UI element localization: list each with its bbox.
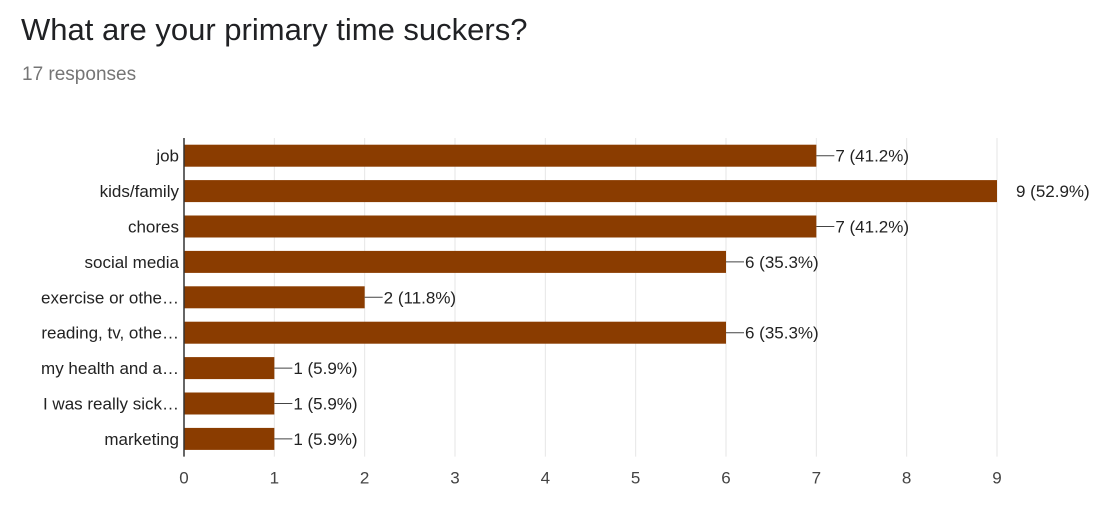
x-tick-label: 3	[450, 469, 459, 488]
data-label: 6 (35.3%)	[745, 324, 819, 343]
category-label: reading, tv, othe…	[41, 324, 179, 343]
x-tick-label: 2	[360, 469, 369, 488]
bar[interactable]	[184, 144, 817, 167]
category-label: exercise or othe…	[41, 288, 179, 307]
data-label: 2 (11.8%)	[384, 288, 456, 307]
category-label: social media	[85, 253, 180, 272]
bar[interactable]	[184, 321, 726, 344]
response-count: 17 responses	[22, 64, 137, 85]
bar[interactable]	[184, 180, 997, 203]
data-label: 6 (35.3%)	[745, 253, 819, 272]
data-label: 1 (5.9%)	[293, 359, 357, 378]
x-tick-label: 9	[992, 469, 1001, 488]
x-tick-label: 1	[270, 469, 279, 488]
x-tick-label: 8	[902, 469, 911, 488]
x-tick-label: 6	[721, 469, 730, 488]
bar[interactable]	[184, 215, 817, 238]
x-tick-label: 5	[631, 469, 640, 488]
axis: 0 1 2 3 4 5 6 7 8 9	[179, 138, 1002, 488]
category-label: job	[155, 147, 179, 166]
bar[interactable]	[184, 427, 275, 450]
category-label: chores	[128, 218, 179, 237]
labels: job 7 (41.2%) kids/family 9 (52.9%) chores 7 …	[41, 147, 1090, 449]
category-label: kids/family	[100, 182, 180, 201]
bar[interactable]	[184, 392, 275, 415]
category-label: my health and a…	[41, 359, 179, 378]
bar[interactable]	[184, 357, 275, 380]
category-label: marketing	[104, 430, 179, 449]
bar[interactable]	[184, 286, 365, 309]
x-tick-label: 7	[812, 469, 821, 488]
data-label: 7 (41.2%)	[835, 218, 909, 237]
data-label: 9 (52.9%)	[1016, 182, 1090, 201]
data-label: 1 (5.9%)	[293, 430, 357, 449]
data-label: 1 (5.9%)	[293, 395, 357, 414]
x-tick-label: 0	[179, 469, 188, 488]
category-label: I was really sick…	[43, 395, 179, 414]
x-tick-label: 4	[541, 469, 550, 488]
data-label: 7 (41.2%)	[835, 147, 909, 166]
question-title: What are your primary time suckers?	[21, 12, 528, 47]
bars	[184, 144, 997, 450]
bar[interactable]	[184, 250, 726, 273]
